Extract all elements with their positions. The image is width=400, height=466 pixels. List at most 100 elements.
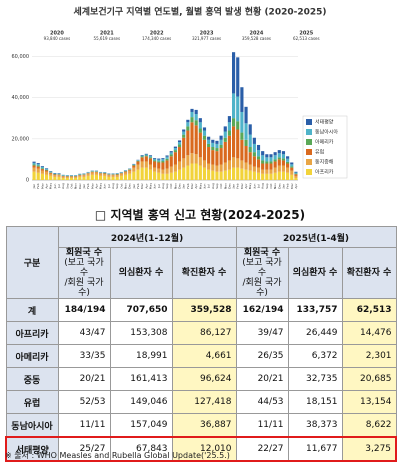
table-cell: 184/194 <box>57 298 111 322</box>
x-tick-label: Oct <box>219 183 223 189</box>
x-tick-label: Nov <box>223 183 227 189</box>
x-tick-label: Jan <box>82 184 86 190</box>
bar-segment <box>286 172 290 180</box>
x-tick-label: Jan <box>132 184 136 190</box>
bar-segment <box>294 172 298 174</box>
bar-segment <box>219 164 223 172</box>
year-cases: 55,619 cases <box>94 36 121 41</box>
year-cases: 321,977 cases <box>192 36 221 41</box>
bar-segment <box>74 175 78 176</box>
bar-segment <box>94 171 98 173</box>
bar-segment <box>111 176 115 180</box>
bar-segment <box>269 173 273 180</box>
bar-segment <box>165 155 169 157</box>
bar-segment <box>136 164 140 170</box>
x-tick-label: Apr <box>45 183 49 189</box>
table-cell: 39/47 <box>235 321 289 345</box>
bar-segment <box>236 121 240 130</box>
x-tick-label: Dec <box>227 183 231 189</box>
bar-segment <box>211 142 215 148</box>
year-label: 2022 <box>150 31 164 37</box>
subheader-cell: 의심환자 수 <box>109 247 173 299</box>
bar-segment <box>36 164 40 166</box>
bar-segment <box>107 176 111 180</box>
bar-segment <box>182 137 186 159</box>
bar-segment <box>215 140 219 144</box>
bar-segment <box>157 158 161 160</box>
table-cell: 4,661 <box>171 344 237 368</box>
bar-segment <box>115 174 119 176</box>
bar-segment <box>44 170 49 172</box>
legend-label: 아메리카 <box>315 139 334 146</box>
x-tick-label: Aug <box>161 183 165 189</box>
legend-label: 서태평양 <box>315 119 334 126</box>
bar-segment <box>277 153 281 158</box>
bar-segment <box>261 169 265 174</box>
x-tick-label: Sep <box>165 183 169 189</box>
x-tick-label: Jun <box>153 184 157 190</box>
bar-segment <box>40 170 44 174</box>
x-tick-label: Mar <box>190 182 194 188</box>
table-cell: 11/11 <box>235 413 289 438</box>
subheader-text: /회원 국가 수) <box>242 278 282 298</box>
bar-segment <box>40 168 44 170</box>
bar-segment <box>240 132 244 140</box>
bar-segment <box>198 122 202 129</box>
table-cell: 67,843 <box>109 436 173 462</box>
bar-segment <box>194 109 198 115</box>
bar-segment <box>65 176 69 178</box>
bar-segment <box>86 175 90 180</box>
bar-segment <box>90 174 94 180</box>
x-tick-label: Mar <box>240 182 244 188</box>
table-row: 서태평양 25/27 67,843 12,010 22/27 11,677 3,275 <box>5 436 398 462</box>
bar-segment <box>248 147 252 153</box>
table-cell: 13,154 <box>341 390 397 414</box>
bar-segment <box>190 108 194 112</box>
table-row: 아메리카 33/35 18,991 4,661 26/35 6,372 2,301 <box>5 344 397 368</box>
x-tick-label: Jul <box>157 184 161 189</box>
subheader-cell: 회원국 수 (보고 국가 수/회원 국가 수) <box>235 247 289 299</box>
x-tick-label: May <box>148 183 152 189</box>
bar-segment <box>82 175 86 177</box>
bar-segment <box>256 167 261 173</box>
bar-segment <box>169 172 173 180</box>
bar-segment <box>153 171 157 180</box>
header-row: 회원국 수 (보고 국가 수/회원 국가 수) 의심환자 수 확진환자 수 회원국 수(… <box>6 247 397 299</box>
bar-segment <box>32 161 36 163</box>
bar-segment <box>165 173 169 180</box>
x-tick-label: Apr <box>194 183 198 189</box>
bar-segment <box>57 176 61 180</box>
bar-segment <box>273 155 277 160</box>
bar-segment <box>94 170 98 172</box>
bar-segment <box>144 156 148 162</box>
bar-segment <box>261 163 265 170</box>
row-label: 아메리카 <box>5 344 59 368</box>
table-cell: 707,650 <box>109 298 173 322</box>
x-tick-label: Feb <box>186 183 190 188</box>
subheader-text: /회원 국가 수) <box>64 278 104 298</box>
bar-segment <box>211 150 215 165</box>
bar-segment <box>144 154 148 156</box>
bar-segment <box>190 111 194 118</box>
bar-segment <box>86 172 90 173</box>
bar-segment <box>115 176 119 180</box>
bar-segment <box>65 176 69 177</box>
bar-segment <box>61 176 65 177</box>
bar-segment <box>277 157 281 160</box>
bar-segment <box>173 171 177 180</box>
bar-segment <box>207 136 211 140</box>
bar-segment <box>32 165 36 168</box>
bar-segment <box>269 161 273 164</box>
bar-segment <box>190 163 194 180</box>
bar-segment <box>111 173 115 175</box>
bar-segment <box>94 172 98 175</box>
bar-segment <box>281 151 286 155</box>
bar-segment <box>186 155 190 166</box>
bar-segment <box>153 160 157 162</box>
bar-segment <box>186 165 190 180</box>
bar-segment <box>36 165 40 167</box>
x-tick-label: Mar <box>40 182 44 188</box>
bar-segment <box>115 173 119 175</box>
bar-segment <box>99 175 103 180</box>
